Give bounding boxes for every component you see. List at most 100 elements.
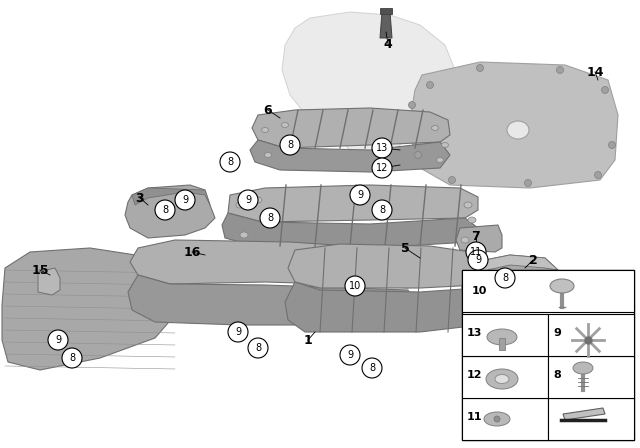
Text: 9: 9 — [182, 195, 188, 205]
Polygon shape — [2, 248, 182, 370]
Text: 11: 11 — [467, 412, 483, 422]
Text: 6: 6 — [264, 103, 272, 116]
Circle shape — [48, 330, 68, 350]
Polygon shape — [38, 268, 60, 295]
Text: 4: 4 — [383, 38, 392, 51]
Text: 9: 9 — [235, 327, 241, 337]
Polygon shape — [128, 275, 415, 325]
Bar — [462, 398, 548, 440]
Circle shape — [415, 151, 422, 159]
Text: 10: 10 — [472, 286, 488, 296]
Text: 9: 9 — [55, 335, 61, 345]
Circle shape — [228, 322, 248, 342]
Text: 2: 2 — [529, 254, 538, 267]
Bar — [462, 314, 548, 356]
Circle shape — [609, 142, 616, 148]
Text: 1: 1 — [303, 333, 312, 346]
Ellipse shape — [431, 125, 438, 130]
Circle shape — [372, 158, 392, 178]
Text: 9: 9 — [357, 190, 363, 200]
Bar — [548, 356, 634, 398]
Ellipse shape — [282, 122, 289, 128]
Circle shape — [260, 208, 280, 228]
Ellipse shape — [495, 375, 509, 383]
Circle shape — [468, 250, 488, 270]
Polygon shape — [563, 408, 605, 420]
Ellipse shape — [436, 158, 444, 163]
Polygon shape — [288, 244, 490, 288]
Polygon shape — [285, 282, 490, 332]
Text: 12: 12 — [376, 163, 388, 173]
Ellipse shape — [487, 329, 517, 345]
Circle shape — [525, 180, 531, 186]
Ellipse shape — [550, 279, 574, 293]
Text: 7: 7 — [472, 229, 481, 242]
Polygon shape — [456, 225, 502, 252]
Circle shape — [350, 185, 370, 205]
Text: 8: 8 — [553, 370, 561, 380]
Circle shape — [175, 190, 195, 210]
Text: 9: 9 — [475, 255, 481, 265]
Circle shape — [155, 200, 175, 220]
Text: 8: 8 — [69, 353, 75, 363]
Circle shape — [477, 65, 483, 72]
Text: 13: 13 — [376, 143, 388, 153]
Polygon shape — [282, 12, 455, 170]
Text: 9: 9 — [347, 350, 353, 360]
Ellipse shape — [468, 217, 476, 223]
Ellipse shape — [240, 232, 248, 238]
Text: 8: 8 — [502, 273, 508, 283]
Ellipse shape — [573, 362, 593, 374]
Circle shape — [372, 200, 392, 220]
Polygon shape — [125, 185, 215, 238]
Circle shape — [449, 177, 456, 184]
Text: 8: 8 — [162, 205, 168, 215]
Ellipse shape — [507, 121, 529, 139]
Ellipse shape — [461, 237, 469, 243]
Circle shape — [557, 66, 563, 73]
Circle shape — [372, 138, 392, 158]
Bar — [462, 356, 548, 398]
Polygon shape — [252, 108, 450, 148]
Text: 14: 14 — [586, 65, 604, 78]
Bar — [499, 338, 505, 350]
Text: 13: 13 — [467, 328, 483, 338]
Circle shape — [602, 86, 609, 94]
Text: 8: 8 — [379, 205, 385, 215]
Circle shape — [408, 102, 415, 108]
Text: 15: 15 — [31, 263, 49, 276]
Ellipse shape — [486, 369, 518, 389]
Bar — [548, 314, 634, 356]
Circle shape — [340, 345, 360, 365]
Text: 3: 3 — [136, 191, 144, 204]
Ellipse shape — [262, 128, 269, 133]
Text: 9: 9 — [553, 328, 561, 338]
Text: 10: 10 — [349, 281, 361, 291]
Circle shape — [280, 135, 300, 155]
Ellipse shape — [464, 202, 472, 208]
Circle shape — [362, 358, 382, 378]
Circle shape — [495, 268, 515, 288]
Text: 16: 16 — [183, 246, 201, 258]
Circle shape — [220, 152, 240, 172]
Text: 8: 8 — [255, 343, 261, 353]
Circle shape — [466, 242, 486, 262]
Polygon shape — [228, 185, 478, 222]
Ellipse shape — [264, 152, 271, 158]
Polygon shape — [250, 140, 450, 172]
Bar — [548, 398, 634, 440]
Circle shape — [62, 348, 82, 368]
Ellipse shape — [484, 412, 510, 426]
Bar — [462, 270, 634, 312]
Polygon shape — [132, 188, 210, 205]
Ellipse shape — [442, 142, 449, 147]
Polygon shape — [380, 12, 392, 38]
Ellipse shape — [254, 197, 262, 203]
Text: 9: 9 — [245, 195, 251, 205]
Text: 8: 8 — [267, 213, 273, 223]
Polygon shape — [462, 255, 558, 315]
Polygon shape — [130, 240, 418, 288]
Polygon shape — [475, 255, 558, 272]
Bar — [462, 270, 634, 440]
Text: 5: 5 — [401, 241, 410, 254]
